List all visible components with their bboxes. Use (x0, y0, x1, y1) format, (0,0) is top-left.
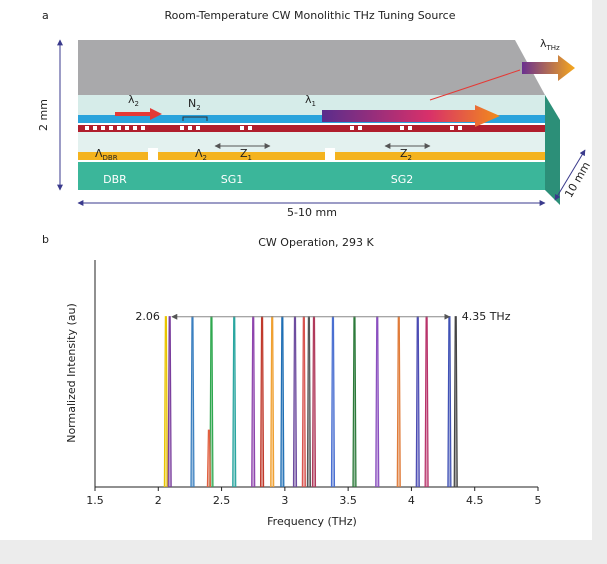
symbol: Z2 (400, 147, 412, 162)
spectral-peak (447, 316, 452, 488)
symbol-main: N (188, 97, 196, 110)
thz-ray (429, 69, 521, 101)
panel-label: b (42, 233, 49, 246)
beam-arrow (115, 108, 162, 120)
thz-arrow (522, 55, 575, 81)
symbol-sub: 2 (135, 100, 139, 108)
spectral-peak (270, 316, 275, 488)
layer (78, 115, 545, 123)
spectral-peak (280, 316, 285, 488)
panel-label: a (42, 9, 49, 22)
layer (78, 125, 545, 132)
symbol: Λ2 (195, 147, 207, 162)
chart-title: CW Operation, 293 K (258, 236, 374, 249)
spectral-peak (424, 316, 429, 488)
annotation: 4.35 THz (462, 310, 511, 323)
symbol: λTHz (540, 37, 560, 52)
symbol-main: λ (305, 93, 312, 106)
beam-arrow (322, 105, 500, 127)
notch (325, 148, 335, 160)
symbol: λ1 (305, 93, 316, 108)
spectral-peak (330, 316, 336, 488)
dimension-label: 5-10 mm (287, 206, 337, 219)
diagram-title: Room-Temperature CW Monolithic THz Tunin… (165, 9, 456, 22)
spectral-peak (163, 316, 168, 488)
x-tick-label: 3.5 (339, 494, 357, 507)
annotation: 2.06 (135, 310, 160, 323)
symbol-main: Λ (95, 147, 103, 160)
spectral-peak (375, 316, 380, 488)
symbol-main: Z (240, 147, 248, 160)
x-tick-label: 2 (155, 494, 162, 507)
symbol-sub: THz (546, 44, 561, 52)
x-tick-label: 2.5 (213, 494, 231, 507)
spectral-peak (190, 316, 195, 488)
dimension-label: 2 mm (37, 99, 50, 131)
chart: b CW Operation, 293 K Frequency (THz) No… (42, 233, 542, 528)
symbol-main: λ (540, 37, 547, 50)
spectral-peak (415, 316, 420, 488)
width-arrow (554, 149, 586, 201)
y-axis-label: Normalized Intensity (au) (65, 303, 78, 443)
symbol-sub: 2 (408, 154, 412, 162)
spectral-peak (453, 316, 458, 488)
x-tick-label: 4 (408, 494, 415, 507)
spectral-peak (352, 316, 357, 488)
symbol: λ2 (128, 93, 139, 108)
symbol-sub: 2 (196, 104, 200, 112)
x-tick-label: 5 (535, 494, 542, 507)
spectral-peak (396, 316, 401, 488)
symbol-sub: 1 (248, 154, 252, 162)
spectral-peak (232, 316, 237, 488)
notch (148, 148, 158, 160)
spectral-peak (306, 316, 312, 488)
x-tick-label: 3 (281, 494, 288, 507)
x-tick-label: 4.5 (466, 494, 484, 507)
device-diagram: a Room-Temperature CW Monolithic THz Tun… (37, 9, 593, 219)
symbol-main: Z (400, 147, 408, 160)
symbol-sub: 2 (203, 154, 207, 162)
symbol-main: Λ (195, 147, 203, 160)
spectral-peak (251, 316, 256, 488)
spectral-peak (259, 316, 265, 488)
symbol: N2 (188, 97, 201, 112)
spectral-peak (301, 316, 306, 488)
bracket (182, 116, 208, 121)
spectral-peak (206, 429, 212, 488)
symbol-sub: 1 (312, 100, 316, 108)
symbol-main: λ (128, 93, 135, 106)
symbol: ΛDBR (95, 147, 118, 162)
spectral-peak (167, 316, 172, 488)
x-axis-label: Frequency (THz) (267, 515, 357, 528)
symbol: Z1 (240, 147, 252, 162)
section-label: DBR (103, 173, 127, 186)
layer (78, 152, 545, 160)
x-tick-label: 1.5 (86, 494, 104, 507)
spectral-peak (292, 316, 298, 488)
substrate-top (78, 40, 545, 95)
section-label: SG2 (391, 173, 414, 186)
symbol-sub: DBR (103, 154, 118, 162)
layer (78, 162, 545, 190)
spectral-peak (311, 316, 317, 488)
section-label: SG1 (221, 173, 244, 186)
